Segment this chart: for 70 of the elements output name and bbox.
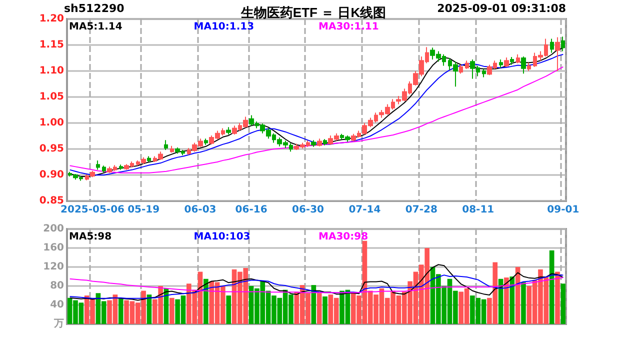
y-tick-label: 40 — [50, 300, 64, 310]
x-tick-label: 09-01 — [547, 204, 580, 216]
candlestick — [465, 60, 469, 70]
line-series — [69, 276, 564, 294]
line-series — [69, 264, 564, 301]
bar — [555, 272, 560, 324]
candlestick — [527, 62, 531, 72]
candlestick — [102, 165, 106, 173]
candlestick — [516, 54, 520, 64]
line-series — [69, 274, 564, 299]
candlestick — [482, 68, 486, 78]
bar — [504, 277, 509, 324]
y-tick-label: 1.05 — [39, 92, 64, 102]
x-tick-label: 07-14 — [348, 204, 381, 216]
text: MA5:1.14 — [69, 22, 122, 32]
candlestick — [164, 140, 168, 151]
candlestick — [147, 156, 151, 162]
candlestick — [459, 64, 463, 74]
y-tick-label: 0.85 — [39, 196, 64, 206]
candlestick — [317, 138, 322, 147]
text: MA10:103 — [194, 232, 250, 242]
y-tick-label: 160 — [43, 242, 64, 254]
y-tick-label: 200 — [43, 224, 64, 234]
y-tick-label: 0.90 — [39, 170, 64, 180]
candlestick — [226, 126, 231, 135]
chart-title: 生物医药ETF ＝ 日K线图 — [240, 5, 386, 20]
y-tick-label: 1.10 — [39, 66, 64, 76]
candlestick — [311, 140, 316, 148]
y-tick-label: 1.15 — [39, 40, 64, 50]
bar — [510, 276, 515, 324]
candlestick — [119, 164, 123, 170]
text: 2025-09-01 09:31:08 — [437, 2, 566, 15]
x-tick-label: 06-03 — [184, 204, 216, 216]
candlestick — [510, 56, 514, 66]
y-tick-label: 120 — [43, 262, 64, 272]
x-tick-label: 2025-05-06 — [60, 204, 125, 216]
candlestick — [550, 38, 554, 54]
x-tick-label: 06-16 — [235, 204, 268, 216]
text: MA5:98 — [69, 232, 112, 242]
candlestick — [323, 138, 327, 146]
bar — [169, 298, 174, 324]
bar — [316, 293, 322, 324]
candlestick — [96, 160, 100, 170]
bar — [322, 296, 328, 324]
x-tick-label: 08-11 — [462, 204, 494, 216]
text: MA10:1.13 — [194, 22, 254, 32]
bar — [146, 294, 152, 324]
candlestick — [555, 36, 560, 72]
bar — [204, 278, 208, 324]
y-tick-label: 万 — [53, 318, 64, 330]
candlestick — [521, 56, 526, 74]
bar — [226, 296, 232, 324]
candlestick — [504, 56, 509, 68]
candlestick — [561, 36, 565, 52]
bar — [560, 284, 566, 324]
y-tick-label: 0.95 — [39, 144, 64, 154]
text: MA30:1.11 — [318, 22, 379, 32]
x-tick-label: 06-30 — [292, 204, 324, 216]
y-tick-label: 80 — [50, 280, 64, 292]
bar — [521, 282, 526, 324]
candlestick — [499, 59, 503, 68]
bar — [118, 298, 124, 324]
y-tick-label: 1.20 — [39, 14, 64, 24]
text: MA30:98 — [318, 232, 368, 242]
y-tick-label: 1.00 — [39, 118, 64, 128]
candlestick — [170, 145, 174, 154]
x-tick-label: 07-28 — [405, 204, 438, 216]
candlestick — [204, 138, 208, 146]
x-tick-label: 05-19 — [128, 204, 160, 216]
text: sh512290 — [64, 2, 125, 15]
